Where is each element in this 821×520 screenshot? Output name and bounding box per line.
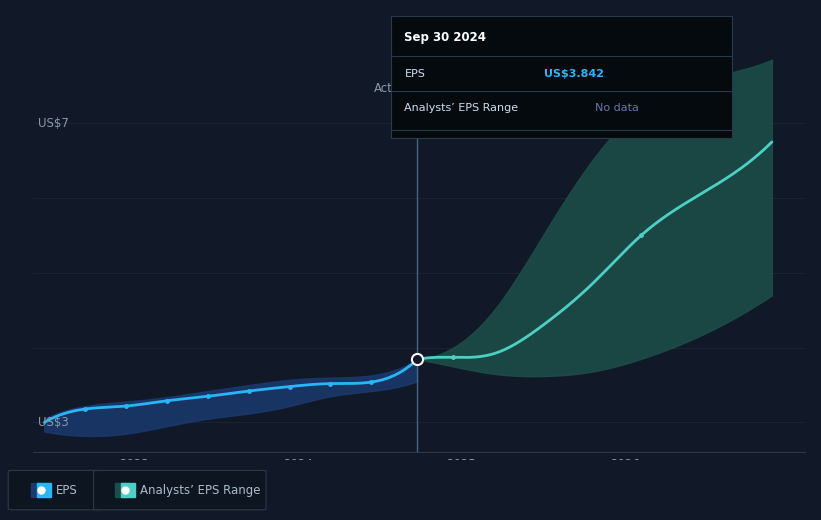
Text: Analysts’ EPS Range: Analysts’ EPS Range [140, 484, 260, 497]
Text: Analysts Forecasts: Analysts Forecasts [427, 82, 537, 95]
FancyBboxPatch shape [8, 471, 103, 510]
Text: US$3.842: US$3.842 [544, 69, 604, 79]
Text: EPS: EPS [56, 484, 77, 497]
Text: US$3: US$3 [38, 416, 68, 429]
Text: Sep 30 2024: Sep 30 2024 [405, 32, 486, 45]
Text: Analysts’ EPS Range: Analysts’ EPS Range [405, 103, 519, 113]
FancyBboxPatch shape [94, 471, 266, 510]
Text: US$7: US$7 [38, 117, 69, 130]
Text: Actual: Actual [374, 82, 410, 95]
Text: EPS: EPS [405, 69, 425, 79]
Text: No data: No data [595, 103, 639, 113]
